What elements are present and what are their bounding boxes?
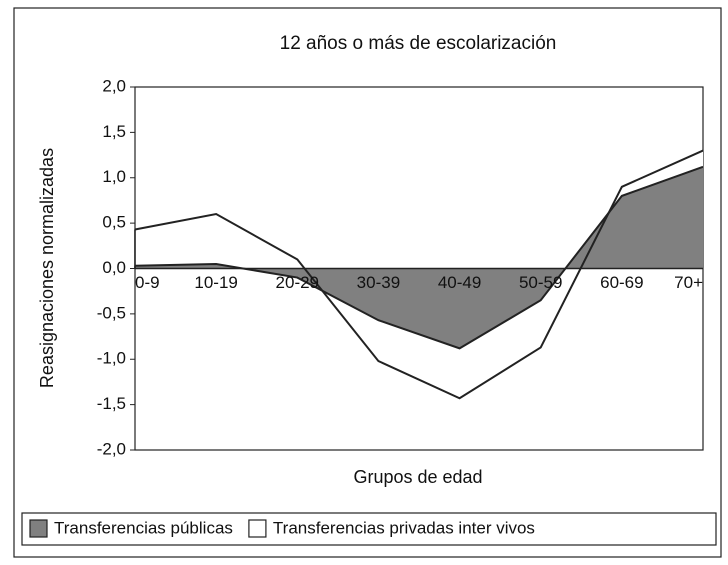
y-tick-label: -1,5	[97, 394, 126, 413]
area-line	[134, 165, 704, 350]
legend-box	[21, 512, 717, 546]
y-tick-label: 1,5	[102, 122, 126, 141]
x-tick-label: 0-9	[135, 273, 160, 292]
y-tick-label: -1,0	[97, 349, 126, 368]
y-tick-label: 0,0	[102, 258, 126, 277]
x-tick-label: 50-59	[519, 273, 562, 292]
x-tick-label: 20-29	[276, 273, 319, 292]
legend-label: Transferencias públicas	[54, 518, 233, 537]
y-axis-label: Reasignaciones normalizadas	[37, 148, 57, 388]
y-tick-label: 2,0	[102, 76, 126, 95]
x-tick-label: 30-39	[357, 273, 400, 292]
x-tick-label: 10-19	[194, 273, 237, 292]
x-tick-label: 60-69	[600, 273, 643, 292]
y-tick-label: 1,0	[102, 167, 126, 186]
legend-label: Transferencias privadas inter vivos	[273, 518, 535, 537]
legend-swatch	[248, 519, 267, 538]
y-tick-label: -2,0	[97, 439, 126, 458]
x-tick-label: 40-49	[438, 273, 481, 292]
x-tick-label: 70+	[674, 273, 703, 292]
area-fill	[135, 166, 703, 349]
legend-swatch	[29, 519, 48, 538]
x-axis-label: Grupos de edad	[353, 467, 482, 487]
y-tick-label: -0,5	[97, 303, 126, 322]
y-tick-label: 0,5	[102, 213, 126, 232]
chart-title: 12 años o más de escolarización	[280, 33, 557, 54]
